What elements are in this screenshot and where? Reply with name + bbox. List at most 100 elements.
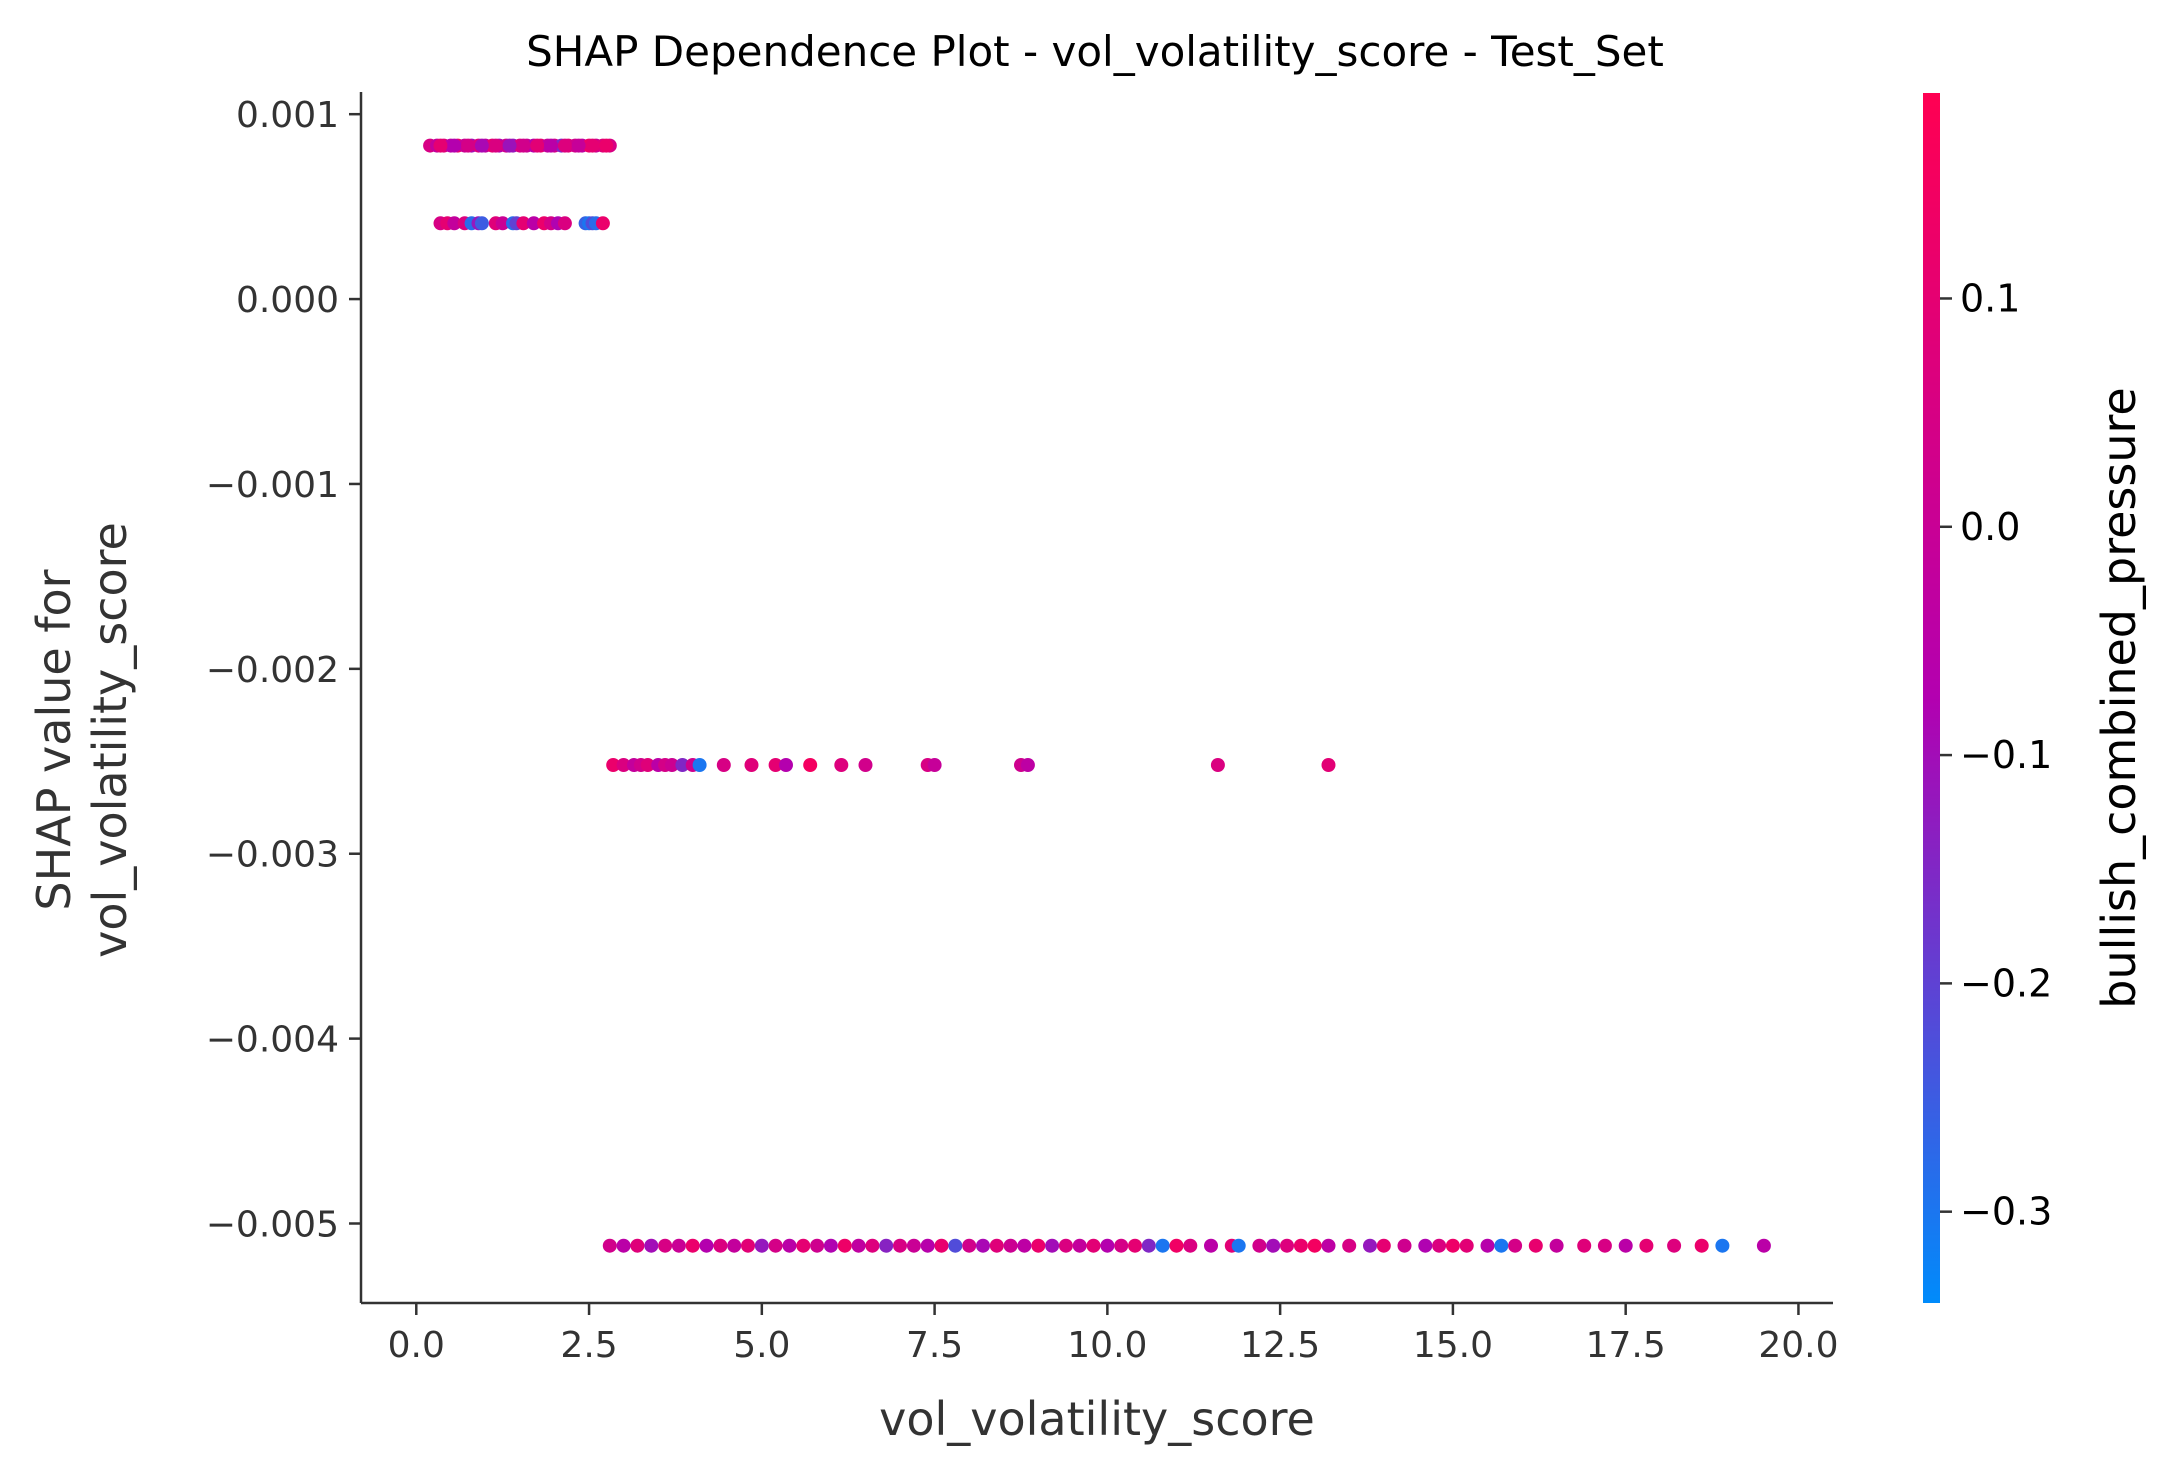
data-point [1494, 1238, 1509, 1253]
colorbar-tick-label: −0.3 [1960, 1190, 2052, 1234]
data-point [1293, 1238, 1308, 1253]
data-point [502, 138, 517, 153]
data-point [616, 758, 631, 772]
data-point [1155, 1238, 1170, 1253]
data-point [585, 138, 600, 153]
data-point [927, 758, 942, 772]
data-point [858, 758, 873, 772]
data-point [1528, 1238, 1543, 1253]
x-tick-label: 10.0 [1067, 1325, 1147, 1366]
data-point [989, 1238, 1004, 1253]
data-point [920, 1238, 935, 1253]
x-tick-label: 12.5 [1240, 1325, 1320, 1366]
data-point [488, 138, 503, 153]
data-point [602, 1238, 617, 1253]
data-point [1321, 1238, 1336, 1253]
y-ticks: 0.001 0.000 −0.001 −0.002 −0.003 −0.004 −0.005 [206, 95, 361, 1245]
data-point [713, 1238, 728, 1253]
data-point [934, 1238, 949, 1253]
data-point [1266, 1238, 1281, 1253]
data-point [1639, 1238, 1654, 1253]
data-point [1169, 1238, 1184, 1253]
x-tick-label: 7.5 [906, 1325, 963, 1366]
data-point [606, 758, 621, 772]
data-point [1017, 1238, 1032, 1253]
y-tick-label: −0.005 [206, 1204, 339, 1245]
data-point [716, 758, 731, 772]
data-point [599, 138, 614, 153]
y-tick-label: −0.003 [206, 835, 339, 876]
data-point [595, 216, 610, 231]
y-axis-label: SHAP value for vol_volatility_score [27, 522, 137, 958]
x-tick-label: 5.0 [733, 1325, 790, 1366]
data-point [1128, 1238, 1142, 1253]
data-point [727, 1238, 742, 1253]
x-tick-label: 20.0 [1758, 1325, 1838, 1366]
data-point [474, 216, 489, 231]
data-point [782, 1238, 797, 1253]
data-point [1694, 1238, 1709, 1253]
data-point [823, 1238, 838, 1253]
data-point [495, 216, 510, 231]
data-point [1667, 1238, 1682, 1253]
data-point [671, 1238, 686, 1253]
colorbar-tick-label: −0.1 [1960, 733, 2052, 777]
data-point [1376, 1238, 1391, 1253]
data-point [1020, 758, 1035, 772]
data-point [699, 1238, 714, 1253]
points-layer [423, 138, 1771, 1253]
data-point [447, 138, 462, 153]
data-point [1508, 1238, 1523, 1253]
data-point [640, 758, 655, 772]
data-point [1045, 1238, 1060, 1253]
data-point [461, 138, 476, 153]
data-point [516, 216, 531, 231]
data-point [744, 758, 759, 772]
colorbar-tick-label: 0.0 [1960, 505, 2020, 549]
data-point [810, 1238, 825, 1253]
data-point [779, 758, 793, 772]
data-point [1756, 1238, 1771, 1253]
data-point [557, 216, 572, 231]
data-point [1715, 1238, 1730, 1253]
data-point [1418, 1238, 1433, 1253]
data-point [851, 1238, 866, 1253]
data-point [665, 758, 679, 772]
data-point [803, 758, 818, 772]
data-point [1577, 1238, 1592, 1253]
data-point [768, 1238, 783, 1253]
data-point [1549, 1238, 1564, 1253]
data-point [630, 1238, 645, 1253]
data-point [1321, 758, 1336, 772]
data-point [571, 138, 586, 153]
y-tick-label: 0.001 [236, 95, 339, 136]
data-point [768, 758, 783, 772]
x-tick-label: 15.0 [1413, 1325, 1493, 1366]
data-point [879, 1238, 894, 1253]
y-tick-label: 0.000 [236, 280, 339, 321]
data-point [1432, 1238, 1447, 1253]
data-point [1459, 1238, 1474, 1253]
colorbar-ticks: 0.1 0.0 −0.1 −0.2 −0.3 [1940, 276, 2052, 1234]
data-point [557, 138, 572, 153]
data-point [976, 1238, 990, 1253]
y-tick-label: −0.004 [206, 1020, 339, 1061]
data-point [1183, 1238, 1198, 1253]
data-point [658, 1238, 673, 1253]
data-point [526, 216, 541, 231]
data-point [1280, 1238, 1294, 1253]
y-tick-label: −0.001 [206, 465, 339, 506]
data-point [1397, 1238, 1412, 1253]
x-tick-label: 17.5 [1586, 1325, 1666, 1366]
colorbar-tick-label: −0.2 [1960, 961, 2052, 1005]
data-point [474, 138, 489, 153]
data-point [644, 1238, 659, 1253]
x-ticks: 0.0 2.5 5.0 7.5 10.0 12.5 15.0 17.5 20.0 [388, 1303, 1839, 1366]
y-axis-label-line-1: SHAP value for [27, 569, 81, 910]
x-tick-label: 2.5 [560, 1325, 617, 1366]
data-point [1141, 1238, 1156, 1253]
data-point [865, 1238, 880, 1253]
data-point [1231, 1238, 1246, 1253]
data-point [433, 138, 448, 153]
